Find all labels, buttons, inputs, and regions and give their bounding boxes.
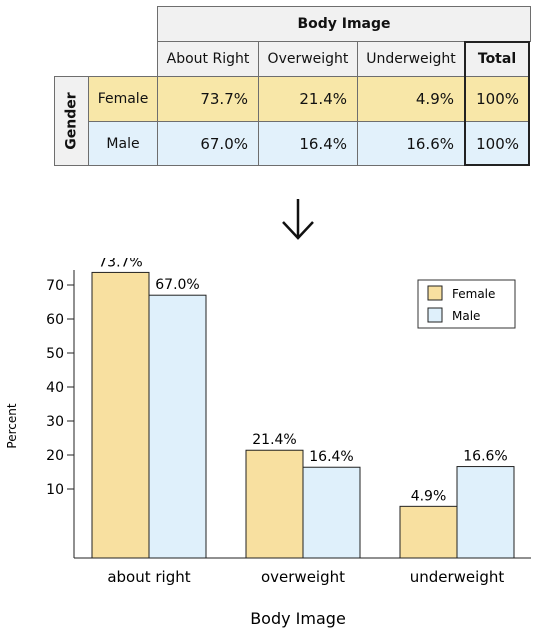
bar-value-label: 21.4% <box>252 432 296 448</box>
table-cell-total: 100% <box>464 76 530 122</box>
bar-value-label: 73.7% <box>98 258 142 270</box>
table-cell: 21.4% <box>258 76 358 122</box>
column-header: About Right <box>157 41 259 77</box>
bar-value-label: 16.4% <box>309 449 353 465</box>
table-cell: 16.6% <box>357 121 465 166</box>
x-category-label: underweight <box>410 568 505 586</box>
column-header-total: Total <box>464 41 530 77</box>
bar-female <box>245 449 304 559</box>
table-cell: 73.7% <box>157 76 259 122</box>
bar-value-label: 67.0% <box>155 277 199 293</box>
table-cell: 67.0% <box>157 121 259 166</box>
x-axis-label: Body Image <box>250 609 346 628</box>
legend-swatch-male <box>427 307 443 323</box>
bar-male <box>302 466 361 559</box>
column-header: Underweight <box>357 41 465 77</box>
row-variable-text: Gender <box>63 92 80 150</box>
bar-female <box>91 271 150 559</box>
bar-male <box>148 294 207 559</box>
row-label-female: Female <box>88 76 158 122</box>
bar-female <box>399 505 458 559</box>
bar-value-label: 16.6% <box>463 449 507 465</box>
x-category-label: overweight <box>261 568 345 586</box>
down-arrow-icon <box>282 199 314 240</box>
y-tick-label: 80 <box>46 258 64 260</box>
row-variable-label: Gender <box>54 76 89 166</box>
y-tick-label: 60 <box>46 312 64 328</box>
y-tick-label: 10 <box>46 482 64 498</box>
column-header: Overweight <box>258 41 358 77</box>
x-category-label: about right <box>107 568 190 586</box>
row-label-male: Male <box>88 121 158 166</box>
legend-label-female: Female <box>452 287 495 301</box>
table-cell: 4.9% <box>357 76 465 122</box>
table-cell: 16.4% <box>258 121 358 166</box>
crosstab-table: Body Image About Right Overweight Underw… <box>0 0 537 175</box>
plot-area: 10 20 30 40 50 60 70 80 73.7% 67.0% about right 21.… <box>46 258 531 586</box>
y-tick-label: 40 <box>46 380 64 396</box>
y-tick-label: 20 <box>46 448 64 464</box>
y-axis-label: Percent <box>5 403 19 448</box>
bar-male <box>456 466 515 559</box>
table-title: Body Image <box>157 6 531 42</box>
table-cell-total: 100% <box>464 121 530 166</box>
legend-swatch-female <box>427 285 443 301</box>
legend: Female Male <box>417 279 516 329</box>
bar-chart: 10 20 30 40 50 60 70 80 73.7% 67.0% about right 21.… <box>5 258 531 628</box>
y-tick-label: 70 <box>46 278 64 294</box>
y-tick-label: 50 <box>46 346 64 362</box>
bar-value-label: 4.9% <box>411 488 447 504</box>
y-tick-label: 30 <box>46 414 64 430</box>
legend-label-male: Male <box>452 309 480 323</box>
